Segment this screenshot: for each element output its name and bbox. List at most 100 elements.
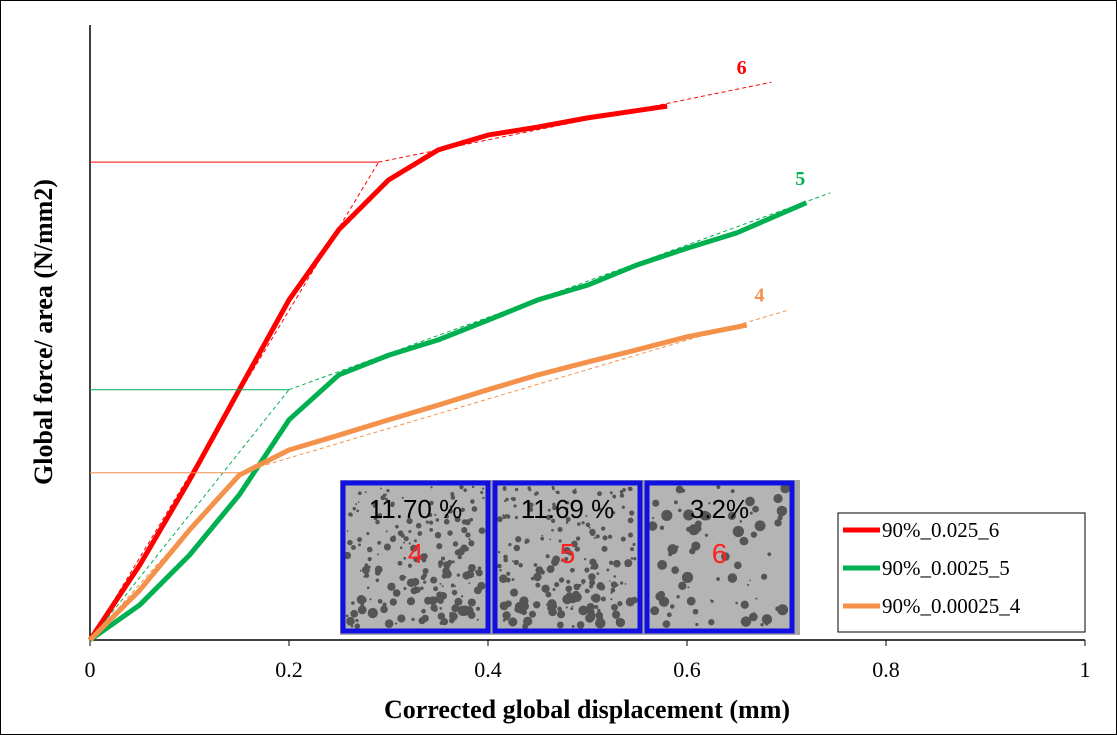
pore [358,543,361,547]
pore [436,543,443,550]
pore [564,557,569,562]
pore [375,578,380,583]
pore [439,620,444,625]
pore [508,543,512,547]
pore [513,504,517,508]
pore [749,511,753,515]
pore [583,557,587,561]
pore [443,570,452,579]
pore [765,622,769,626]
pore [377,598,383,604]
pore [395,524,399,529]
pore [755,597,758,600]
pore [354,623,361,629]
pore [399,574,406,581]
pore [602,535,608,541]
pore [752,505,759,513]
pore [421,608,426,614]
pore [560,559,563,562]
pore [515,607,522,613]
pore [612,494,617,499]
pore [669,604,675,609]
pore [610,598,613,601]
pore [681,571,694,583]
pore [597,491,602,497]
pore [389,598,397,606]
pore [540,536,545,541]
pore [552,502,556,507]
pore [434,513,437,517]
pore [421,614,429,623]
pore [554,582,560,588]
x-axis-title: Corrected global displacement (mm) [384,695,790,724]
pore [740,616,752,627]
pore [369,598,372,601]
pore [400,534,403,537]
pore [773,493,783,504]
inset-label: 5 [560,538,576,569]
pore [397,560,403,566]
pore [439,582,442,585]
pore [571,625,575,628]
pore [695,622,699,627]
pore [611,610,621,619]
pore [566,501,570,505]
pore [423,580,427,584]
pore [552,505,557,511]
pore [399,546,403,550]
pore [518,563,523,568]
pore [565,606,568,609]
pore [666,612,672,618]
pore [480,490,484,494]
pore [360,602,365,607]
pore [407,563,413,568]
pore [619,489,624,494]
pore [615,618,620,623]
pore [413,539,417,543]
pore [578,605,589,616]
pore [761,614,773,625]
pore [688,524,700,536]
legend-label: 90%_0.025_6 [882,518,999,542]
pore [652,499,660,507]
pore [447,530,453,536]
pore [363,575,366,578]
pore [448,508,453,514]
pore [777,515,783,521]
pore [551,528,554,532]
pore [346,616,355,626]
pore [447,559,453,565]
pore [451,604,460,613]
pore [589,579,596,586]
pore [428,512,433,517]
pore [546,603,549,606]
pore [419,555,424,560]
pore [471,485,475,489]
pore [437,597,444,604]
pore [607,534,613,539]
pore [505,497,509,502]
pore [710,599,712,602]
pore [361,566,370,574]
inset-border [492,480,643,634]
pore [429,527,434,532]
pore [535,566,544,575]
pore [437,560,444,566]
pore [433,586,439,592]
pore [620,536,626,542]
pore [667,544,678,555]
pore [356,509,360,513]
pore [385,530,388,533]
pore [621,505,625,509]
pore [343,551,352,560]
pore [589,528,596,536]
pore [593,536,596,539]
pore [462,612,467,616]
pore [364,491,367,494]
pore [394,622,398,625]
pore [408,542,411,545]
pore [465,570,475,579]
pore [588,573,596,581]
pore [558,577,565,583]
pore [551,485,555,489]
